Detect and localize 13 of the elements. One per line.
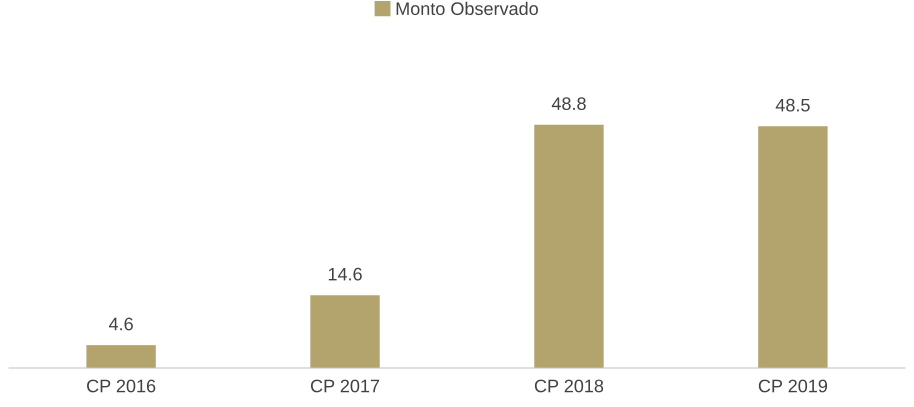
x-tick-label: CP 2018 — [534, 380, 604, 392]
x-tick-label: CP 2016 — [87, 380, 156, 392]
data-label: 14.6 — [328, 268, 362, 281]
bar — [86, 345, 156, 368]
data-label: 48.8 — [552, 97, 586, 110]
bar — [758, 126, 828, 368]
data-label: 4.6 — [108, 318, 133, 330]
bar — [310, 295, 380, 368]
x-tick-label: CP 2017 — [310, 380, 380, 392]
bar — [534, 124, 604, 368]
data-label: 48.5 — [776, 98, 810, 112]
x-tick-label: CP 2019 — [758, 380, 828, 392]
legend-label: Monto Observado — [396, 2, 538, 16]
